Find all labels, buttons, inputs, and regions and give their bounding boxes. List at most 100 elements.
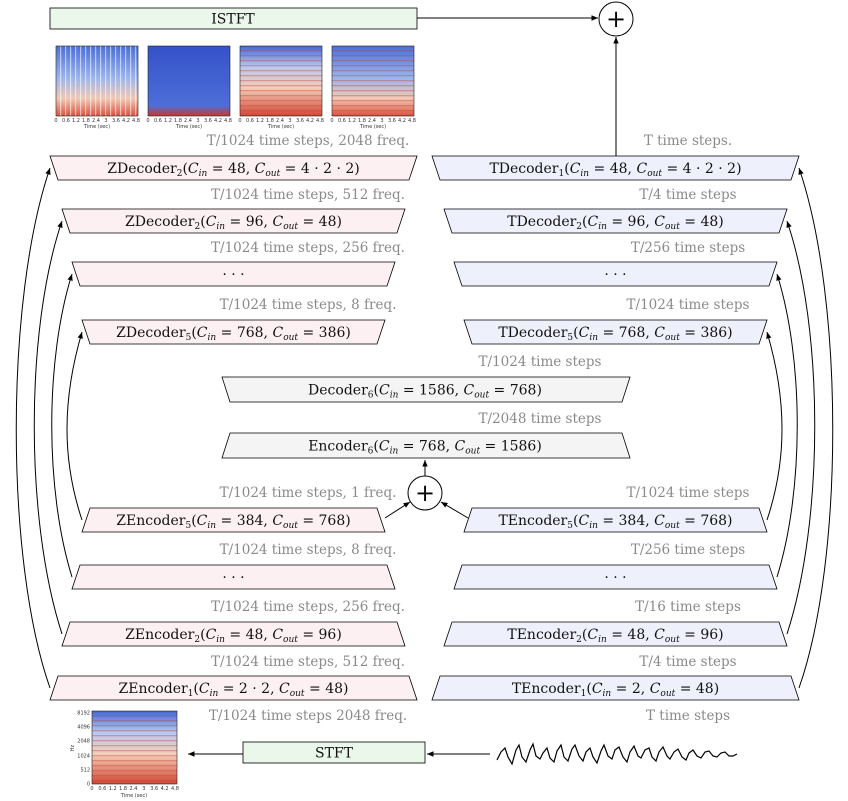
- spectrogram-1-x-tick: 3.6: [112, 118, 120, 124]
- middle-encoder: Encoder6(Cin = 768, Cout = 1586): [221, 432, 631, 459]
- sum-node-top: +: [598, 1, 634, 37]
- z-encoder-3-label: ZEncoder2(Cin = 48, Cout = 96): [125, 627, 342, 645]
- t-encoder-2-label: · · ·: [604, 570, 626, 586]
- spectrogram-2-x-tick: 2.4: [184, 118, 192, 124]
- middle-encoder-shape: [221, 432, 631, 459]
- spectrogram-2-x-tick: 1.2: [164, 118, 172, 124]
- input-spectrogram-y-tick: 8192: [77, 711, 90, 717]
- spectrogram-thumbnail-3: [239, 45, 323, 117]
- input-spectrogram-y-tick: 4096: [77, 725, 90, 731]
- z-decoder-4-label: ZDecoder5(Cin = 768, Cout = 386): [116, 325, 351, 343]
- t-decoder-4: TDecoder5(Cin = 768, Cout = 386): [463, 319, 768, 345]
- z-decoder-1-shape: [49, 155, 418, 181]
- t-encoder-1-shape: [463, 507, 768, 533]
- spectrogram-2-x-tick: 4.2: [214, 118, 222, 124]
- t-decoder-1-label: TDecoder1(Cin = 48, Cout = 4 · 2 · 2): [489, 161, 741, 179]
- t-encoder-4-label: TEncoder1(Cin = 2, Cout = 48): [512, 681, 719, 699]
- middle-encoder-label: Encoder6(Cin = 768, Cout = 1586): [308, 439, 542, 457]
- spectrogram-4-x-tick: 3: [380, 118, 383, 124]
- z-encoder-3-shape: [61, 621, 406, 647]
- spectrogram-3-x-tick: 1.8: [266, 118, 274, 124]
- middle-decoder: Decoder6(Cin = 1586, Cout = 768): [221, 376, 631, 403]
- middle-annotation-top: T/1024 time steps: [479, 354, 602, 370]
- t-decoder-2-shape: [443, 208, 788, 234]
- spectrogram-thumbnail-1: [55, 45, 139, 117]
- z-decoder-1-label: ZDecoder2(Cin = 48, Cout = 4 · 2 · 2): [107, 161, 360, 179]
- t-decoder-3-label: · · ·: [604, 267, 626, 283]
- skip-t-level-3: [776, 273, 798, 578]
- z-decoder-3-shape: [71, 261, 396, 287]
- input-spectrogram-x-tick: 2.4: [130, 786, 138, 792]
- z-encoder-2: · · ·: [71, 564, 396, 590]
- z-decoder-annotation-3: T/1024 time steps, 256 freq.: [211, 240, 405, 256]
- spectrogram-1-x-tick: 3: [104, 118, 107, 124]
- t-encoder-2: · · ·: [453, 564, 778, 590]
- spectrogram-4-x-tick: 1.8: [358, 118, 366, 124]
- t-decoder-1-shape: [431, 155, 800, 181]
- spectrogram-1-x-tick: 0: [54, 118, 57, 124]
- t-decoder-annotation-3: T/256 time steps: [631, 240, 745, 256]
- spectrogram-thumbnail-4: [331, 45, 415, 117]
- spectrogram-2-x-label: Time (sec): [175, 124, 202, 130]
- z-decoder-4-shape: [81, 319, 386, 345]
- z-encoder-annotation-2: T/1024 time steps, 8 freq.: [220, 542, 397, 558]
- input-spectrogram-x-tick: 0: [90, 786, 93, 792]
- z-encoder-1-label: ZEncoder5(Cin = 384, Cout = 768): [116, 513, 350, 531]
- sum-circle-middle: [407, 475, 443, 511]
- spectrogram-1-x-tick: 1.2: [72, 118, 80, 124]
- stft-block: STFT: [242, 741, 426, 764]
- z-decoder-2-label: ZDecoder2(Cin = 96, Cout = 48): [125, 214, 342, 232]
- t-encoder-3-shape: [443, 621, 788, 647]
- skip-z-level-2: [33, 220, 63, 635]
- spectrogram-2-x-tick: 0: [146, 118, 149, 124]
- z-encoder-1-shape: [81, 507, 386, 533]
- spectrogram-1-x-tick: 0.6: [62, 118, 70, 124]
- stft-box: [242, 741, 426, 764]
- z-encoder-annotation-3: T/1024 time steps, 256 freq.: [211, 599, 405, 615]
- skip-t-level-2: [786, 220, 816, 635]
- middle-decoder-label: Decoder6(Cin = 1586, Cout = 768): [308, 383, 542, 401]
- t-decoder-annotation-4: T/1024 time steps: [627, 297, 750, 313]
- t-decoder-2: TDecoder2(Cin = 96, Cout = 48): [443, 208, 788, 234]
- connection-edges: [15, 15, 834, 757]
- z-decoder-annotation-1: T/1024 time steps, 2048 freq.: [207, 133, 410, 149]
- input-spectrogram-x-tick: 3: [142, 786, 145, 792]
- spectrogram-2-x-tick: 3: [196, 118, 199, 124]
- t-encoder-annotation-1: T/1024 time steps: [627, 485, 750, 501]
- z-decoder-1: ZDecoder2(Cin = 48, Cout = 4 · 2 · 2): [49, 155, 418, 181]
- spectrogram-2-x-tick: 1.8: [174, 118, 182, 124]
- sum-symbol-top: +: [606, 5, 626, 33]
- t-encoder-4-shape: [431, 675, 800, 701]
- sum-symbol-middle: +: [415, 479, 435, 507]
- stft-label: STFT: [315, 746, 354, 762]
- input-spectrogram-x-label: Time (sec): [120, 793, 147, 799]
- spectrogram-2-x-tick: 3.6: [204, 118, 212, 124]
- spectrogram-1-x-tick: 4.2: [122, 118, 130, 124]
- t-encoder-annotation-4: T/4 time steps: [639, 654, 736, 670]
- spectrogram-thumbnail-2: [147, 45, 231, 117]
- t-encoder-annotation-3: T/16 time steps: [635, 599, 741, 615]
- edge-zencoder5-to-sum: [384, 501, 411, 519]
- spectrogram-2-x-tick: 4.8: [224, 118, 232, 124]
- t-decoder-3-shape: [453, 261, 778, 287]
- input-spectrogram-x-tick: 4.2: [161, 786, 169, 792]
- layer-boxes: ZDecoder2(Cin = 48, Cout = 4 · 2 · 2) ZDe…: [49, 155, 800, 701]
- spectrogram-3-x-tick: 4.2: [306, 118, 314, 124]
- middle-annotation-between: T/2048 time steps: [479, 411, 602, 427]
- spectrogram-3-x-tick: 3: [288, 118, 291, 124]
- spectrogram-1-x-tick: 4.8: [132, 118, 140, 124]
- z-decoder-3-label: · · ·: [222, 267, 244, 283]
- spectrogram-2-x-tick: 0.6: [154, 118, 162, 124]
- spectrogram-4-x-label: Time (sec): [359, 124, 386, 130]
- t-encoder-annotation-5: T time steps: [646, 708, 730, 724]
- t-decoder-4-shape: [463, 319, 768, 345]
- skip-t-level-4: [766, 331, 783, 521]
- z-encoder-3: ZEncoder2(Cin = 48, Cout = 96): [61, 621, 406, 647]
- t-encoder-4: TEncoder1(Cin = 2, Cout = 48): [431, 675, 800, 701]
- z-encoder-annotation-4: T/1024 time steps, 512 freq.: [211, 654, 405, 670]
- t-encoder-annotation-2: T/256 time steps: [631, 542, 745, 558]
- spectrogram-1-x-tick: 2.4: [92, 118, 100, 124]
- spectrogram-4-x-tick: 0.6: [338, 118, 346, 124]
